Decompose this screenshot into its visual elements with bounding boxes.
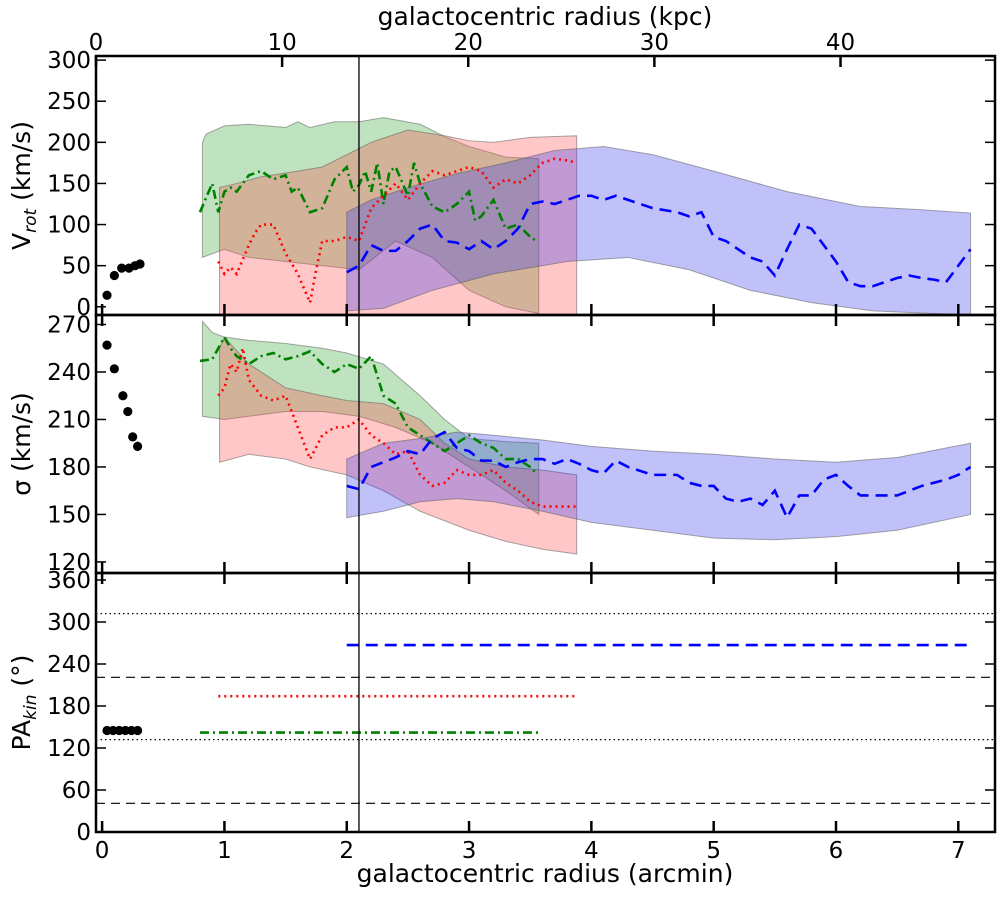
y-tick-label: 0: [76, 295, 91, 321]
y-tick-label: 300: [47, 610, 91, 636]
pa-plot-area: [96, 612, 995, 804]
pa-y-label-unit: (°): [7, 655, 36, 695]
y-tick-label: 210: [47, 407, 91, 433]
bottom-axis-tick-label: 6: [829, 838, 844, 864]
bottom-axis-tick-label: 7: [951, 838, 966, 864]
top-axis-tick-label: 40: [826, 30, 855, 56]
pa-y-label-subscript: kin: [21, 695, 41, 720]
green-profile-line: [199, 334, 538, 475]
green-uncertainty-band: [201, 117, 540, 314]
blue-profile-line: [346, 194, 972, 288]
panel-frames: [94, 54, 997, 834]
y-tick-label: 240: [47, 652, 91, 678]
data-point: [128, 432, 138, 442]
data-point: [123, 406, 133, 417]
panel-frame: [94, 571, 997, 834]
vrot-plot-area: [102, 117, 972, 315]
blue-uncertainty-band: [346, 431, 972, 541]
y-tick-label: 0: [76, 820, 91, 846]
y-tick-label: 180: [47, 455, 91, 481]
blue-uncertainty-band: [346, 145, 972, 315]
data-point: [132, 725, 143, 736]
bottom-axis-tick-label: 5: [706, 838, 721, 864]
red-profile-line: [217, 347, 577, 508]
red-uncertainty-band: [219, 336, 578, 555]
y-tick-label: 60: [62, 778, 91, 804]
vrot-y-axis-label: Vrot (km/s): [7, 121, 41, 250]
y-tick-label: 100: [47, 213, 91, 239]
bottom-axis-label: galactocentric radius (arcmin): [357, 859, 734, 888]
y-tick-label: 120: [47, 736, 91, 762]
y-tick-label: 240: [47, 360, 91, 386]
vrot-y-label-unit: (km/s): [7, 121, 36, 209]
data-point: [135, 259, 145, 269]
position-angle-panel: 0 60 120 180 240 300 360 PAkin (°): [7, 568, 995, 846]
bottom-axis-tick-label: 0: [95, 838, 110, 864]
data-point: [109, 270, 119, 281]
y-tick-label: 300: [47, 48, 91, 74]
y-tick-label: 360: [47, 568, 91, 594]
vrot-y-label-main: V: [7, 233, 36, 250]
top-axis-tick-label: 20: [454, 30, 483, 56]
velocity-dispersion-panel: 120 150 180 210 240 270 σ (km/s): [7, 312, 995, 576]
sigma-y-label-unit: (km/s): [7, 392, 36, 480]
bottom-axis-tick-label: 3: [462, 838, 477, 864]
pa-y-label-main: PA: [7, 720, 36, 751]
sigma-plot-area: [102, 320, 972, 555]
pa-y-axis-label: PAkin (°): [7, 655, 41, 751]
blue-profile-line: [346, 430, 972, 521]
sigma-y-label-main: σ: [7, 480, 36, 496]
green-profile-line: [198, 162, 538, 243]
y-tick-label: 120: [47, 550, 91, 576]
y-tick-label: 50: [62, 254, 91, 280]
data-point: [102, 290, 112, 300]
data-point: [102, 340, 112, 350]
top-axis-tick-label: 10: [267, 30, 296, 56]
rotation-velocity-panel: 0 50 100 150 200 250 300 Vrot (km/s): [7, 48, 995, 321]
top-axis-tick-label: 30: [640, 30, 669, 56]
data-point: [109, 364, 119, 374]
y-tick-label: 150: [47, 502, 91, 528]
green-uncertainty-band: [201, 320, 540, 516]
red-profile-line: [217, 157, 578, 308]
y-tick-label: 250: [47, 89, 91, 115]
bottom-axis-tick-label: 4: [584, 838, 599, 864]
y-tick-label: 150: [47, 171, 91, 197]
data-point: [118, 391, 128, 401]
red-uncertainty-band: [219, 129, 578, 315]
bottom-axis-tick-label: 1: [217, 838, 232, 864]
top-axis-tick-label: 0: [89, 30, 104, 56]
top-axis-kpc: 0 10 20 30 40: [89, 30, 855, 67]
sigma-y-axis-label: σ (km/s): [7, 392, 36, 496]
top-axis-label: galactocentric radius (kpc): [378, 2, 713, 31]
bottom-axis-tick-label: 2: [339, 838, 354, 864]
bottom-axis-arcmin: 0 1 2 3 4 5 6 7: [95, 821, 966, 864]
vrot-y-label-subscript: rot: [21, 207, 41, 232]
data-point: [132, 441, 143, 451]
y-tick-label: 200: [47, 130, 91, 156]
y-tick-label: 270: [47, 312, 91, 338]
y-tick-label: 180: [47, 694, 91, 720]
data-point: [117, 263, 127, 273]
